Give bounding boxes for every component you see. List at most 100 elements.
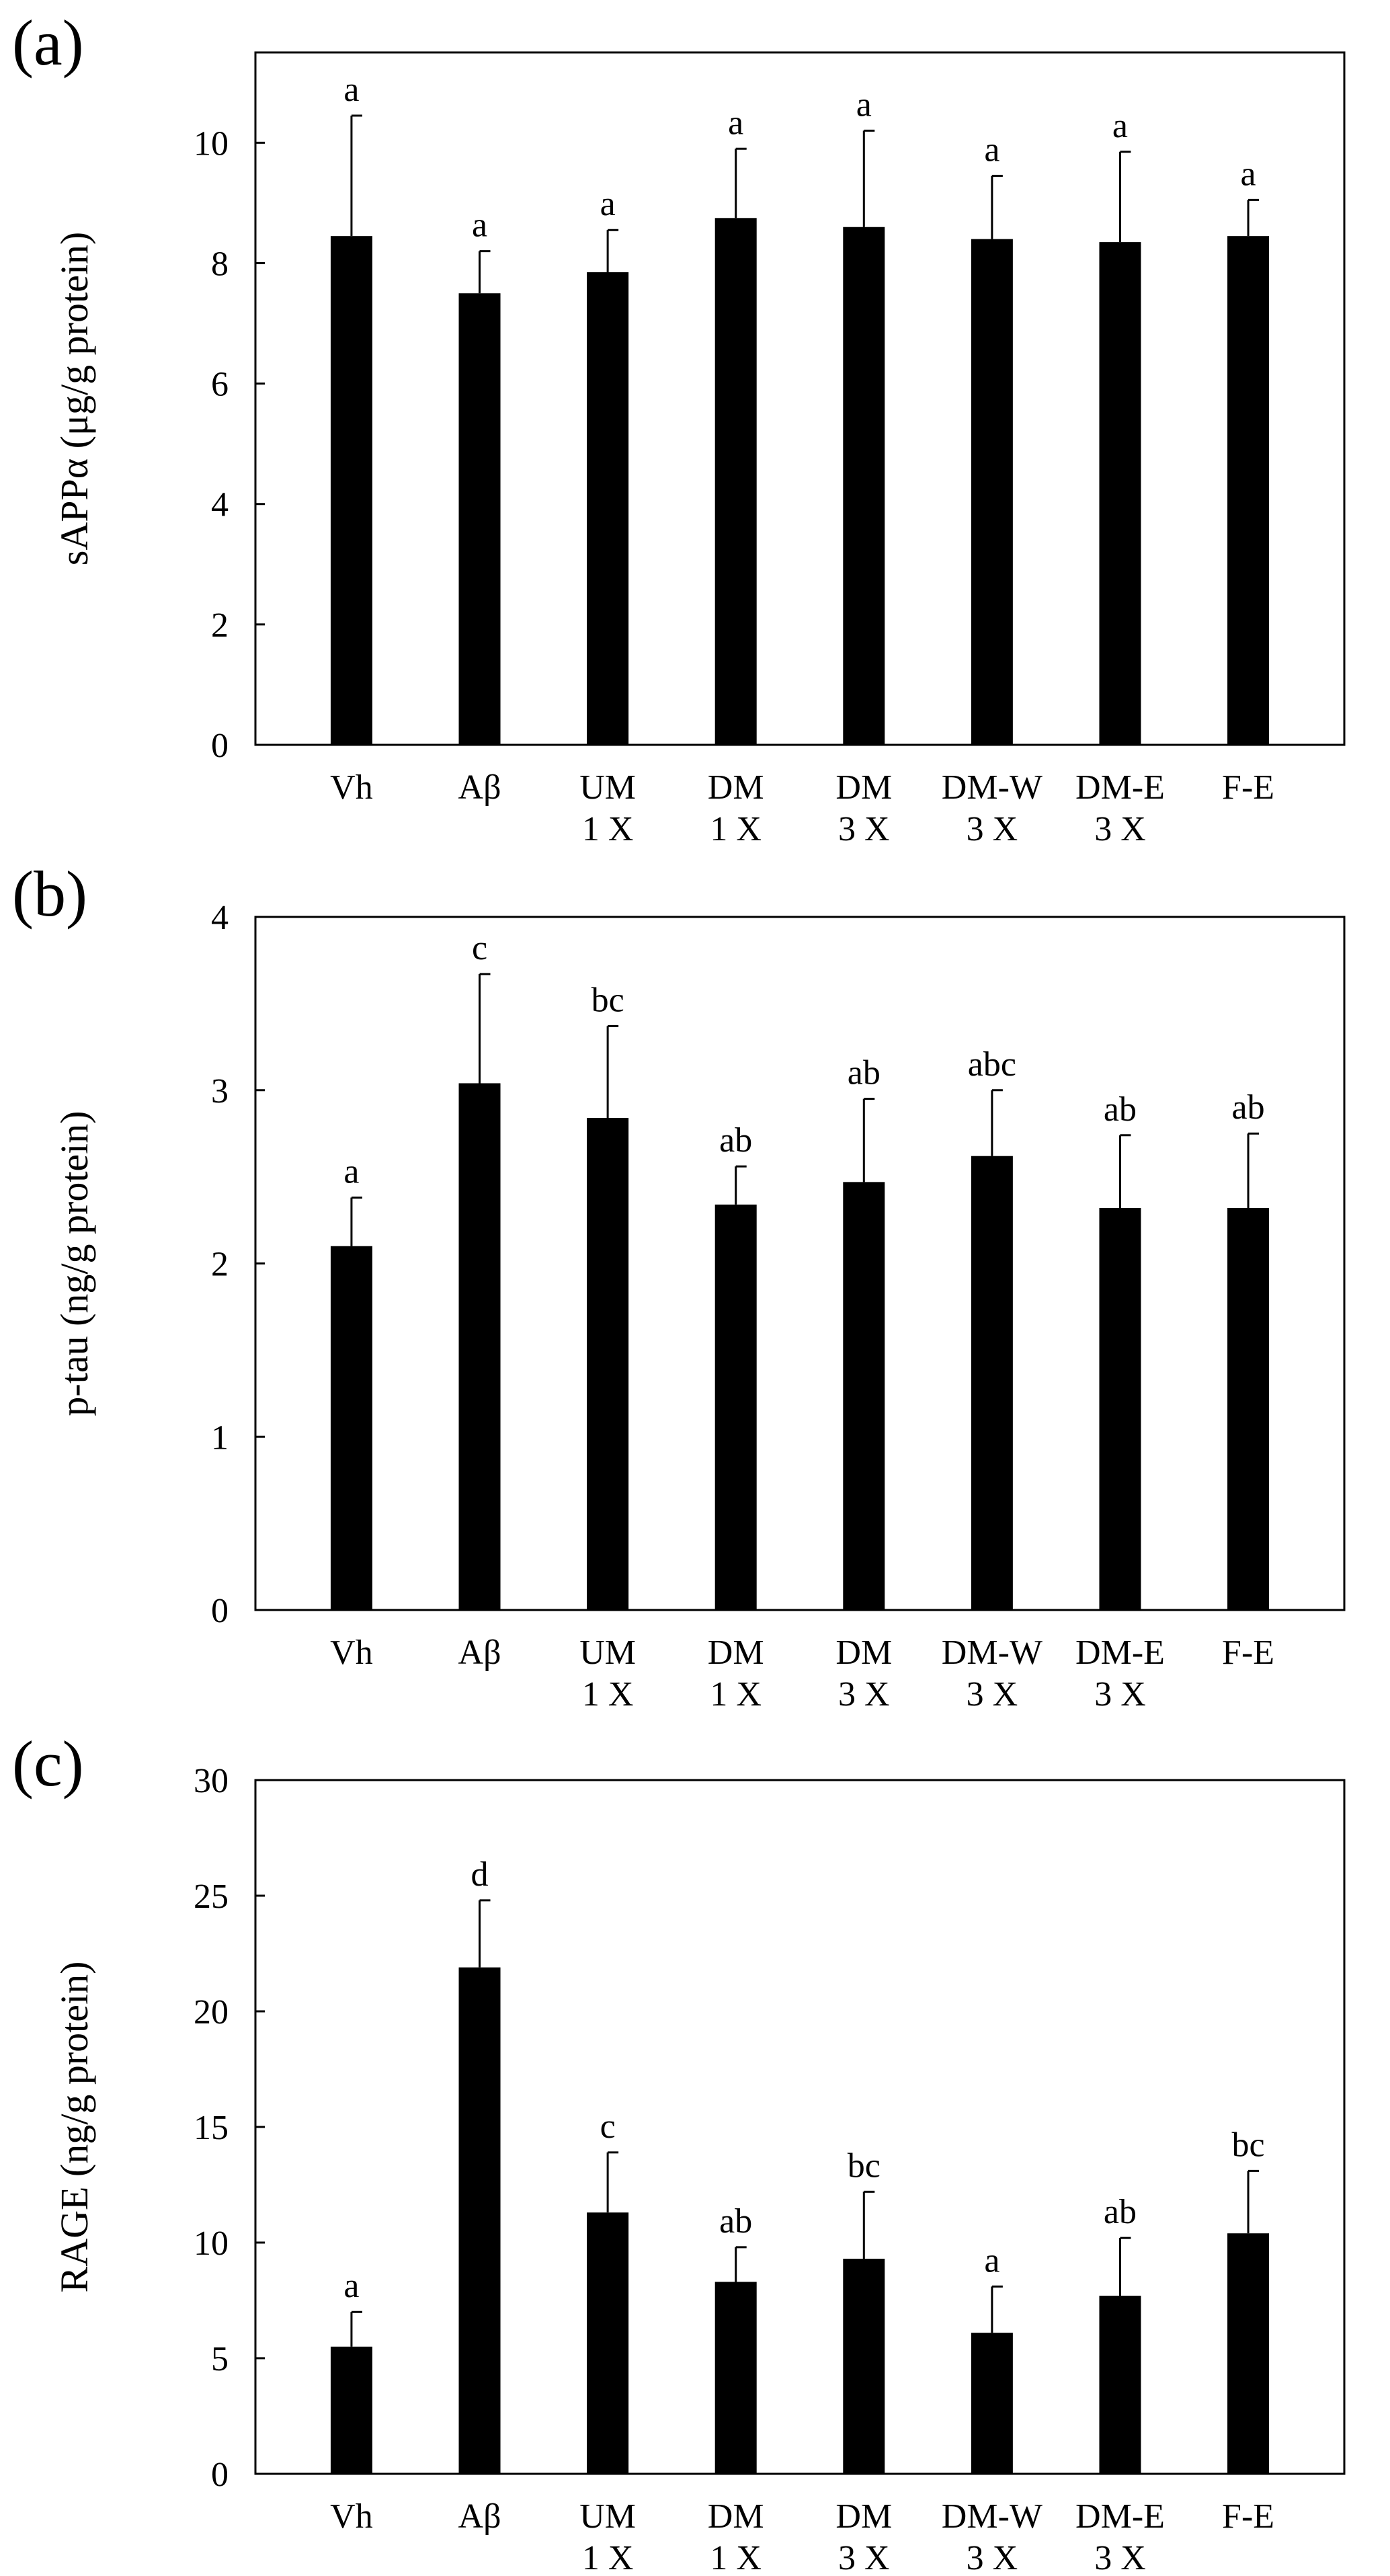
x-category-label: 1 X bbox=[582, 810, 634, 848]
x-category-label: Aβ bbox=[458, 2497, 501, 2536]
y-axis-title: RAGE (ng/g protein) bbox=[52, 1962, 96, 2293]
bar bbox=[843, 227, 885, 745]
y-tick-label: 4 bbox=[211, 899, 229, 937]
bar bbox=[971, 2333, 1013, 2474]
x-category-label: UM bbox=[579, 1634, 636, 1672]
bar bbox=[843, 2259, 885, 2474]
x-category-label: DM bbox=[708, 2497, 764, 2536]
y-tick-label: 15 bbox=[194, 2109, 229, 2147]
significance-label: ab bbox=[719, 1121, 752, 1160]
significance-label: bc bbox=[1232, 2126, 1265, 2164]
x-category-label: Aβ bbox=[458, 768, 501, 807]
significance-label: a bbox=[1241, 155, 1256, 193]
y-tick-label: 8 bbox=[211, 245, 229, 283]
y-tick-label: 20 bbox=[194, 1993, 229, 2031]
significance-label: bc bbox=[591, 981, 624, 1019]
bar bbox=[1099, 2296, 1141, 2474]
y-tick-label: 2 bbox=[211, 1246, 229, 1284]
chart-panel-0: (a) 0 2 4 6 8 10 sAPPα (μg/g protein) a Vh a Aβ a UM1… bbox=[12, 7, 1346, 848]
bar bbox=[1227, 236, 1270, 745]
bar bbox=[971, 239, 1013, 745]
bar bbox=[587, 272, 629, 745]
bar bbox=[714, 2282, 757, 2474]
plot-frame bbox=[254, 51, 1346, 746]
y-tick-label: 10 bbox=[194, 124, 229, 163]
bar bbox=[1227, 1208, 1270, 1610]
significance-label: abc bbox=[968, 1045, 1016, 1084]
x-category-label: Vh bbox=[330, 2497, 373, 2536]
x-category-label: DM bbox=[835, 2497, 892, 2536]
x-category-label: 1 X bbox=[582, 2539, 634, 2576]
bar bbox=[1099, 1208, 1141, 1610]
significance-label: ab bbox=[848, 1054, 881, 1092]
significance-label: ab bbox=[1104, 1090, 1137, 1129]
significance-label: a bbox=[343, 71, 359, 109]
x-category-label: 3 X bbox=[1094, 2539, 1146, 2576]
x-category-label: Aβ bbox=[458, 1634, 501, 1672]
bar bbox=[458, 1967, 501, 2474]
bar bbox=[330, 1246, 372, 1610]
significance-label: a bbox=[1112, 107, 1128, 145]
y-axis-title: p-tau (ng/g protein) bbox=[52, 1111, 96, 1416]
x-category-label: 1 X bbox=[710, 2539, 762, 2576]
x-category-label: F-E bbox=[1222, 1634, 1274, 1672]
plot-frame bbox=[254, 916, 1346, 1611]
significance-label: d bbox=[471, 1855, 489, 1894]
significance-label: a bbox=[343, 1153, 359, 1191]
significance-label: a bbox=[856, 85, 872, 124]
y-tick-label: 3 bbox=[211, 1072, 229, 1111]
x-category-label: Vh bbox=[330, 1634, 373, 1672]
significance-label: ab bbox=[1104, 2193, 1137, 2231]
bar bbox=[330, 236, 372, 745]
panel-label: (c) bbox=[12, 1728, 84, 1800]
y-tick-label: 0 bbox=[211, 1592, 229, 1630]
y-tick-label: 6 bbox=[211, 366, 229, 404]
y-tick-label: 2 bbox=[211, 606, 229, 645]
y-tick-label: 4 bbox=[211, 486, 229, 524]
panel-label: (a) bbox=[12, 7, 84, 79]
x-category-label: 1 X bbox=[710, 1675, 762, 1714]
x-category-label: UM bbox=[579, 768, 636, 807]
x-category-label: 3 X bbox=[838, 1675, 890, 1714]
x-category-label: DM-W bbox=[942, 768, 1042, 807]
x-category-label: Vh bbox=[330, 768, 373, 807]
y-tick-label: 0 bbox=[211, 727, 229, 765]
chart-panel-2: (c) 0 5 10 15 20 25 30 RAGE (ng/g protein) a Vh d Aβ… bbox=[12, 1728, 1346, 2576]
y-tick-label: 30 bbox=[194, 1762, 229, 1800]
y-axis-title: sAPPα (μg/g protein) bbox=[52, 232, 96, 565]
y-tick-label: 25 bbox=[194, 1878, 229, 1916]
bar bbox=[458, 1083, 501, 1610]
x-category-label: 1 X bbox=[582, 1675, 634, 1714]
x-category-label: DM-W bbox=[942, 1634, 1042, 1672]
bar bbox=[1099, 242, 1141, 745]
bar bbox=[587, 1117, 629, 1610]
significance-label: ab bbox=[1232, 1088, 1265, 1127]
bar bbox=[587, 2212, 629, 2474]
panel-label: (b) bbox=[12, 858, 87, 930]
significance-label: a bbox=[984, 131, 999, 169]
bar bbox=[971, 1156, 1013, 1610]
x-category-label: DM bbox=[708, 768, 764, 807]
y-tick-label: 10 bbox=[194, 2224, 229, 2263]
x-category-label: DM bbox=[835, 1634, 892, 1672]
y-tick-label: 5 bbox=[211, 2340, 229, 2378]
bar bbox=[458, 293, 501, 745]
significance-label: a bbox=[343, 2267, 359, 2305]
x-category-label: UM bbox=[579, 2497, 636, 2536]
x-category-label: F-E bbox=[1222, 2497, 1274, 2536]
x-category-label: DM bbox=[835, 768, 892, 807]
significance-label: a bbox=[984, 2241, 999, 2280]
x-category-label: DM bbox=[708, 1634, 764, 1672]
plot-frame bbox=[254, 1779, 1346, 2475]
x-category-label: 3 X bbox=[1094, 1675, 1146, 1714]
bar bbox=[714, 218, 757, 746]
significance-label: ab bbox=[719, 2202, 752, 2241]
bar bbox=[330, 2346, 372, 2474]
significance-label: c bbox=[472, 929, 487, 967]
bar bbox=[714, 1204, 757, 1610]
significance-label: c bbox=[600, 2107, 616, 2146]
x-category-label: 3 X bbox=[967, 810, 1018, 848]
significance-label: a bbox=[728, 104, 743, 142]
